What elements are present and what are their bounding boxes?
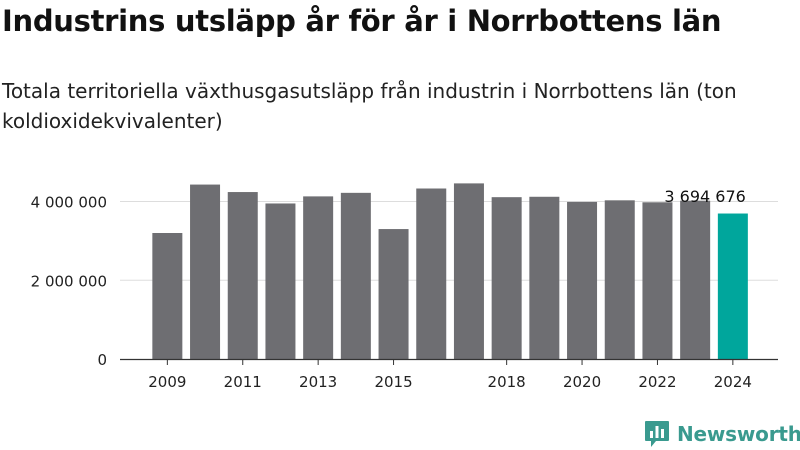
y-tick-label: 4 000 000 [31, 194, 107, 212]
bar-2017 [453, 183, 484, 359]
bar-2022 [642, 202, 673, 359]
bar-2020 [567, 201, 598, 359]
bar-2013 [303, 196, 334, 359]
y-tick-label: 2 000 000 [31, 272, 107, 290]
x-tick-label: 2022 [638, 373, 676, 391]
chart-subtitle: Totala territoriella växthusgasutsläpp f… [2, 79, 737, 133]
x-tick-label: 2013 [299, 373, 337, 391]
x-tick-label: 2009 [148, 373, 186, 391]
x-tick-label: 2018 [488, 373, 526, 391]
bar-2015 [378, 229, 409, 359]
newsworthy-logo: Newsworthy [644, 419, 800, 449]
bar-2012 [265, 203, 296, 359]
x-tick-label: 2024 [714, 373, 752, 391]
newsworthy-wordmark: Newsworthy [677, 422, 800, 446]
bar-2010 [190, 184, 221, 359]
bar-2019 [529, 196, 560, 359]
x-tick-label: 2011 [224, 373, 262, 391]
bar-2014 [340, 192, 371, 359]
x-tick-label: 2015 [374, 373, 412, 391]
bar-2011 [227, 192, 258, 359]
value-label-2024: 3 694 676 [664, 187, 745, 206]
bar-2016 [416, 188, 447, 359]
y-tick-label: 0 [97, 351, 107, 369]
chart-title: Industrins utsläpp år för år i Norrbotte… [2, 4, 722, 38]
bar-chart: 0 2 000 000 4 000 000 2009 2011 2013 2015 2018 2… [31, 183, 778, 391]
bar-chart-icon [645, 421, 669, 447]
x-tick-label: 2020 [563, 373, 601, 391]
bar-2009 [152, 233, 183, 359]
bar-2023 [680, 200, 711, 359]
bar-2024 [717, 213, 748, 359]
bar-2018 [491, 197, 522, 359]
bar-2021 [604, 200, 635, 359]
